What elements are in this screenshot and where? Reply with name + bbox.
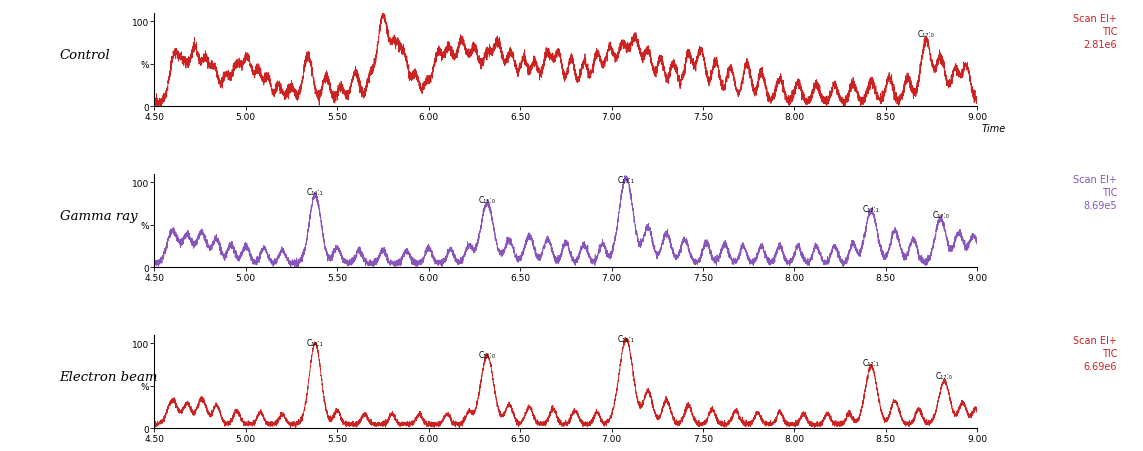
Text: C₁₇:₁: C₁₇:₁ (863, 204, 880, 213)
Text: C₁₆:₁: C₁₆:₁ (617, 175, 634, 184)
Text: Scan EI+
TIC
6.69e6: Scan EI+ TIC 6.69e6 (1073, 335, 1117, 371)
Text: Gamma ray: Gamma ray (59, 210, 137, 223)
Text: Time: Time (982, 124, 1006, 134)
Text: C₁₄:₁: C₁₄:₁ (306, 338, 323, 347)
Text: C₁₄:₁: C₁₄:₁ (306, 187, 323, 196)
Text: C₁₆:₁: C₁₆:₁ (617, 335, 634, 344)
Text: Control: Control (59, 49, 110, 62)
Text: Electron beam: Electron beam (59, 371, 158, 383)
Text: Scan EI+
TIC
2.81e6: Scan EI+ TIC 2.81e6 (1073, 14, 1117, 50)
Text: C₁₅:₀: C₁₅:₀ (479, 196, 496, 205)
Text: C₁₇:₀: C₁₇:₀ (936, 371, 953, 380)
Text: C₁₇:₁: C₁₇:₁ (863, 358, 880, 367)
Text: C₁₇:₀: C₁₇:₀ (933, 210, 949, 219)
Text: Scan EI+
TIC
8.69e5: Scan EI+ TIC 8.69e5 (1073, 174, 1117, 211)
Text: C₁₇:₀: C₁₇:₀ (918, 30, 935, 39)
Text: C₁₅:₀: C₁₅:₀ (479, 350, 496, 359)
